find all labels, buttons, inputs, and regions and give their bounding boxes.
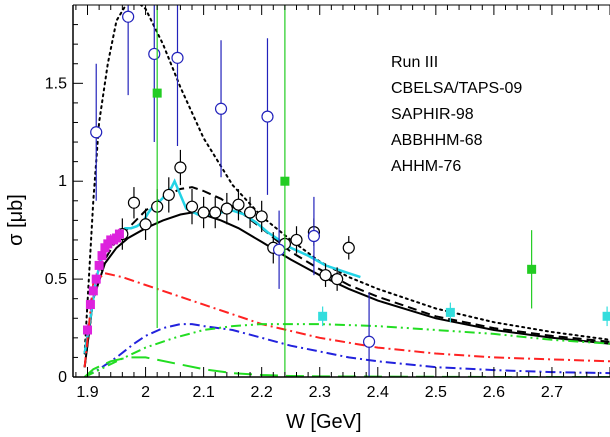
data-point-3-0 [152, 88, 162, 98]
data-point-1-7 [307, 229, 321, 243]
data-point-2-3 [91, 274, 101, 284]
data-point-2-1 [85, 300, 95, 310]
data-point-3-1 [280, 176, 290, 186]
data-point-1-2 [148, 47, 161, 61]
legend-entry-abbhhm-68: ABBHHM-68 [391, 132, 483, 149]
data-point-1-0 [90, 126, 103, 139]
x-tick-label: 2.2 [251, 384, 273, 401]
data-point-0-2 [139, 218, 152, 231]
legend-entry-saphir-98: SAPHIR-98 [391, 106, 474, 123]
curves-layer [83, 5, 610, 377]
plot-area [73, 5, 610, 377]
legend-entry-run-iii: Run III [391, 54, 438, 71]
data-point-0-7 [197, 206, 210, 219]
data-point-4-0 [318, 311, 328, 321]
data-point-0-15 [290, 233, 303, 247]
y-tick-label: 1 [58, 173, 67, 190]
legend-entry-cbelsa-taps-09: CBELSA/TAPS-09 [391, 80, 522, 97]
data-point-0-5 [174, 161, 187, 174]
data-point-0-17 [319, 269, 332, 282]
y-tick-label: 0 [58, 369, 67, 386]
data-point-1-1 [122, 10, 135, 23]
x-tick-label: 2.7 [541, 384, 563, 401]
curve-1 [83, 186, 610, 368]
data-point-4-1 [445, 307, 455, 317]
data-point-1-5 [261, 110, 274, 123]
data-point-0-9 [220, 202, 233, 215]
data-point-0-4 [162, 188, 175, 202]
data-point-0-18 [331, 273, 344, 286]
x-tick-label: 2 [141, 384, 150, 401]
x-axis-title: W [GeV] [286, 411, 362, 433]
data-point-0-12 [255, 210, 268, 223]
data-point-1-3 [171, 51, 184, 64]
data-point-0-10 [232, 198, 245, 211]
data-point-0-11 [243, 206, 257, 219]
y-tick-label: 1.5 [45, 75, 67, 92]
curve-0 [83, 211, 610, 368]
data-point-0-6 [185, 200, 199, 213]
x-tick-label: 2.1 [192, 384, 214, 401]
curve-6 [84, 323, 610, 377]
data-point-1-8 [362, 335, 376, 348]
curve-7 [83, 356, 610, 377]
data-point-4-2 [602, 311, 610, 321]
curve-4 [83, 272, 610, 368]
x-tick-label: 1.9 [76, 384, 98, 401]
x-tick-label: 2.5 [425, 384, 447, 401]
legend: Run III CBELSA/TAPS-09 SAPHIR-98 ABBHHM-… [391, 54, 522, 175]
data-point-2-11 [114, 229, 124, 239]
axes-layer: 1.9 2 2.1 2.2 2.3 2.4 2.5 2.6 2.7 0 0.5 1 1.5 [45, 4, 610, 401]
data-point-2-4 [94, 260, 104, 270]
data-point-1-6 [272, 243, 286, 256]
y-tick-label: 0.5 [45, 271, 67, 288]
curve-5 [84, 323, 610, 377]
x-tick-label: 2.4 [367, 384, 389, 401]
x-tick-label: 2.3 [309, 384, 331, 401]
y-axis-title: σ [μb] [5, 194, 27, 246]
data-point-1-4 [214, 102, 228, 115]
x-tick-label: 2.6 [483, 384, 505, 401]
curve-2 [83, 5, 610, 355]
data-point-3-2 [527, 264, 537, 274]
data-point-2-2 [88, 286, 98, 296]
data-point-2-5 [97, 251, 107, 261]
data-points-layer [83, 5, 610, 377]
data-point-0-19 [342, 241, 355, 254]
legend-entry-ahhm-76: AHHM-76 [391, 158, 461, 175]
data-point-0-8 [209, 206, 222, 219]
data-point-0-1 [127, 196, 141, 209]
data-point-2-0 [83, 325, 93, 335]
